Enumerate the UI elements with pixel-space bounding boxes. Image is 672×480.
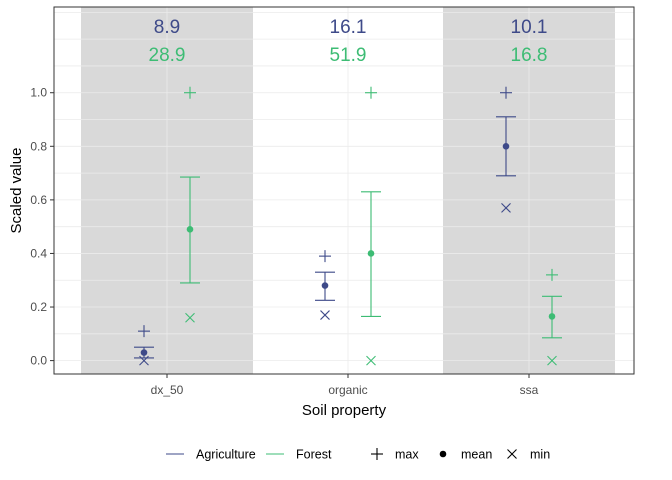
x-tick-label-dx_50: dx_50 xyxy=(151,383,184,397)
top-label-agriculture-dx_50: 8.9 xyxy=(154,17,180,38)
max-point-agriculture-organic xyxy=(319,250,331,263)
top-label-forest-organic: 51.9 xyxy=(330,45,367,66)
y-tick-label: 0.8 xyxy=(30,139,47,153)
mean-point-agriculture-organic xyxy=(321,282,329,289)
min-point-agriculture-ssa xyxy=(501,203,511,213)
legend-symbol-plus xyxy=(371,448,383,460)
legend-item-forest: Forest xyxy=(266,448,332,462)
legend-label-agriculture: Agriculture xyxy=(196,448,256,462)
legend-item-mean: mean xyxy=(439,448,492,462)
legend-symbol-circle xyxy=(439,450,447,458)
legend-symbol-cross xyxy=(507,449,517,459)
max-point-forest-organic xyxy=(365,86,377,99)
top-label-agriculture-organic: 16.1 xyxy=(330,17,367,38)
x-tick-label-organic: organic xyxy=(328,383,367,397)
legend-label-min: min xyxy=(530,448,550,462)
legend-label-forest: Forest xyxy=(296,448,332,462)
x-axis-title: Soil property xyxy=(302,402,387,419)
max-point-forest-ssa xyxy=(546,268,558,281)
legend: Agriculture Forest max mean min xyxy=(166,448,550,462)
mean-point-forest-organic xyxy=(367,250,375,257)
data-marks xyxy=(134,86,562,366)
y-axis: 0.0 0.2 0.4 0.6 0.8 1.0 xyxy=(30,86,54,368)
y-tick-label: 1.0 xyxy=(30,86,47,100)
min-point-agriculture-organic xyxy=(320,310,330,320)
mean-point-agriculture-dx_50 xyxy=(140,349,148,356)
x-tick-label-ssa: ssa xyxy=(520,383,539,397)
top-label-forest-ssa: 16.8 xyxy=(511,45,548,66)
top-label-forest-dx_50: 28.9 xyxy=(149,45,186,66)
legend-label-max: max xyxy=(395,448,419,462)
legend-label-mean: mean xyxy=(461,448,492,462)
max-point-forest-dx_50 xyxy=(184,86,196,99)
grid-lines xyxy=(54,7,634,374)
max-point-agriculture-ssa xyxy=(500,86,512,99)
min-point-forest-organic xyxy=(366,355,376,366)
mean-point-agriculture-ssa xyxy=(502,142,510,150)
legend-item-agriculture: Agriculture xyxy=(166,448,256,462)
y-tick-label: 0.4 xyxy=(30,246,47,260)
top-labels: 8.9 16.1 10.1 28.9 51.9 16.8 xyxy=(149,17,548,66)
mean-point-forest-ssa xyxy=(548,313,556,320)
mean-point-forest-dx_50 xyxy=(186,226,194,233)
y-tick-label: 0.6 xyxy=(30,193,47,207)
y-axis-title: Scaled value xyxy=(8,148,25,234)
min-point-forest-dx_50 xyxy=(185,312,195,323)
y-tick-label: 0.0 xyxy=(30,354,47,368)
top-label-agriculture-ssa: 10.1 xyxy=(511,17,548,38)
y-tick-label: 0.2 xyxy=(30,300,47,314)
min-point-forest-ssa xyxy=(547,355,557,366)
legend-item-max: max xyxy=(371,448,419,462)
min-point-agriculture-dx_50 xyxy=(139,355,149,366)
max-point-agriculture-dx_50 xyxy=(138,325,150,338)
legend-item-min: min xyxy=(507,448,550,462)
x-axis: dx_50 organic ssa xyxy=(151,374,539,397)
panel-border xyxy=(53,6,635,375)
